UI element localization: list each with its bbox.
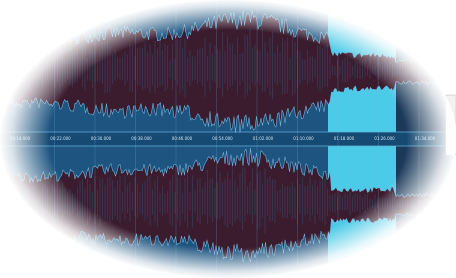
waveform-editor: 00:14.00000:22.00000:30.00000:38.00000:4…	[0, 0, 456, 278]
page: 00:14.00000:22.00000:30.00000:38.00000:4…	[0, 0, 456, 278]
vignette	[0, 0, 456, 278]
